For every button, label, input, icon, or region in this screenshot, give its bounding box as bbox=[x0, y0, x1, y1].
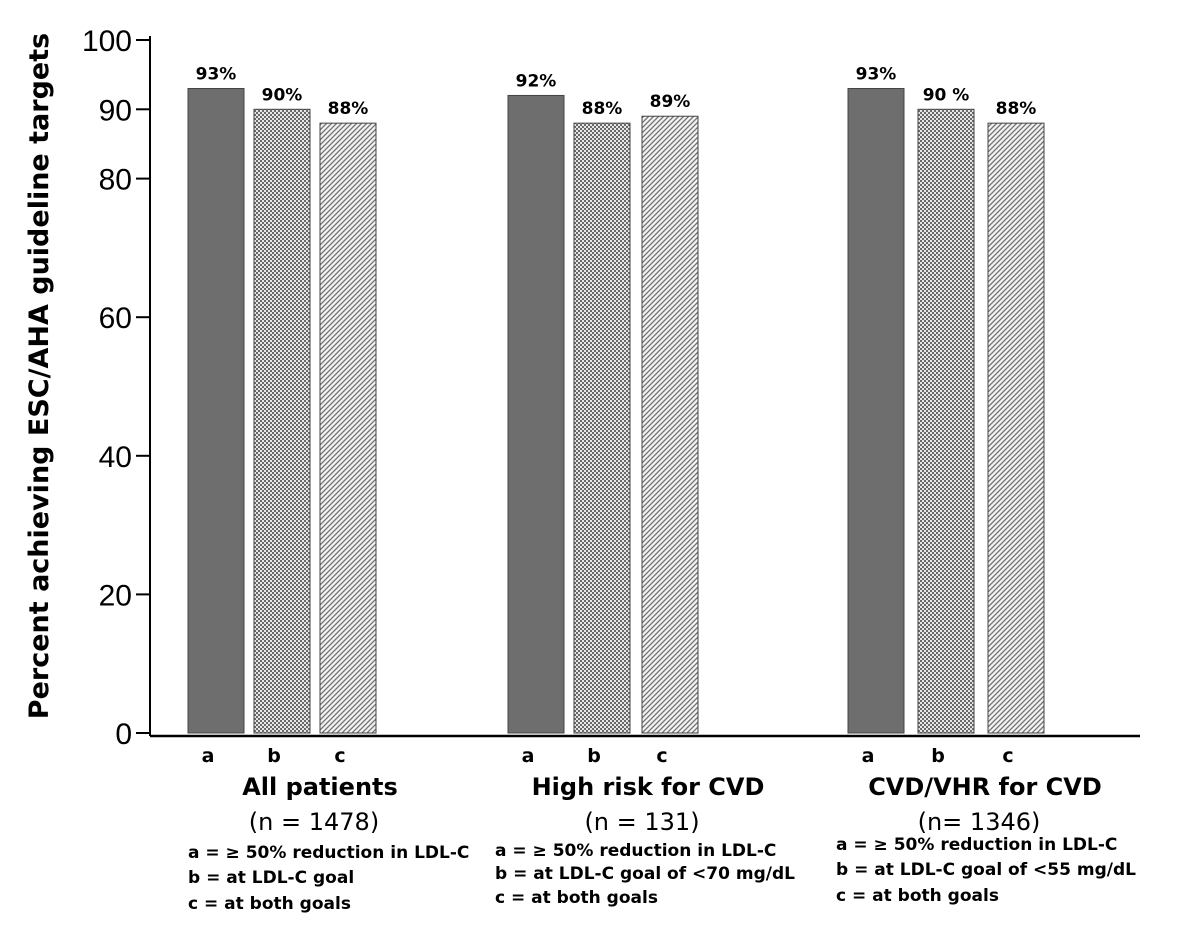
bar-b bbox=[917, 108, 975, 734]
group-legend-line: b = at LDL-C goal bbox=[188, 868, 354, 888]
y-tick-label: 60 bbox=[99, 302, 132, 335]
bar-category-letter: b bbox=[931, 745, 945, 767]
bar-value-label: 89% bbox=[650, 92, 691, 112]
group-legend-line: b = at LDL-C goal of <70 mg/dL bbox=[495, 864, 795, 884]
bar-category-letter: a bbox=[522, 745, 535, 767]
group-labels: All patients (n = 1478) a = ≥ 50% reductio… bbox=[188, 773, 1136, 914]
group-n-label: (n= 1346) bbox=[918, 808, 1041, 836]
group-n-label: (n = 131) bbox=[584, 808, 699, 836]
bar-category-letter: c bbox=[1002, 745, 1013, 767]
bar-a bbox=[187, 88, 245, 734]
y-tick-label: 20 bbox=[99, 579, 132, 612]
y-tick-label: 0 bbox=[115, 718, 132, 751]
group-legend-line: c = at both goals bbox=[836, 886, 999, 906]
bar-value-label: 90% bbox=[262, 85, 303, 105]
group-legend-line: c = at both goals bbox=[495, 888, 658, 908]
bar-value-label: 88% bbox=[996, 99, 1037, 119]
bar-category-letter: b bbox=[267, 745, 281, 767]
group-legend-line: b = at LDL-C goal of <55 mg/dL bbox=[836, 860, 1136, 880]
bar-a bbox=[507, 94, 565, 734]
bars: 93% a 90% b 88% c 92% a 88% b 89% c 93% a 90 % b 88% c bbox=[187, 65, 1045, 767]
bar-a bbox=[847, 88, 905, 734]
bar-value-label: 90 % bbox=[923, 85, 970, 105]
group-legend-line: a = ≥ 50% reduction in LDL-C bbox=[188, 843, 469, 863]
bar-category-letter: c bbox=[656, 745, 667, 767]
group-legend-line: a = ≥ 50% reduction in LDL-C bbox=[836, 835, 1117, 855]
bar-b bbox=[253, 108, 311, 734]
bar-value-label: 88% bbox=[328, 99, 369, 119]
bar-category-letter: a bbox=[202, 745, 215, 767]
bar-c bbox=[319, 122, 377, 734]
group-title: High risk for CVD bbox=[532, 773, 765, 801]
bar-value-label: 93% bbox=[856, 65, 897, 85]
y-tick-label: 80 bbox=[99, 164, 132, 197]
group-legend-line: c = at both goals bbox=[188, 894, 351, 914]
y-ticks: 0 20 40 60 80 90 100 bbox=[82, 25, 150, 751]
y-axis-label: Percent achieving ESC/AHA guideline targ… bbox=[24, 33, 55, 719]
bar-c bbox=[987, 122, 1045, 734]
bar-value-label: 93% bbox=[196, 65, 237, 85]
bar-category-letter: b bbox=[587, 745, 601, 767]
y-tick-label: 100 bbox=[82, 25, 132, 58]
bar-category-letter: a bbox=[862, 745, 875, 767]
y-tick-label: 40 bbox=[99, 441, 132, 474]
group-title: All patients bbox=[242, 773, 398, 801]
y-tick-label: 90 bbox=[99, 94, 132, 127]
bar-value-label: 88% bbox=[582, 99, 623, 119]
group-n-label: (n = 1478) bbox=[249, 808, 379, 836]
bar-category-letter: c bbox=[334, 745, 345, 767]
group-title: CVD/VHR for CVD bbox=[868, 773, 1102, 801]
bar-c bbox=[641, 115, 699, 734]
bar-value-label: 92% bbox=[516, 71, 557, 91]
group-legend-line: a = ≥ 50% reduction in LDL-C bbox=[495, 841, 776, 861]
bar-b bbox=[573, 122, 631, 734]
